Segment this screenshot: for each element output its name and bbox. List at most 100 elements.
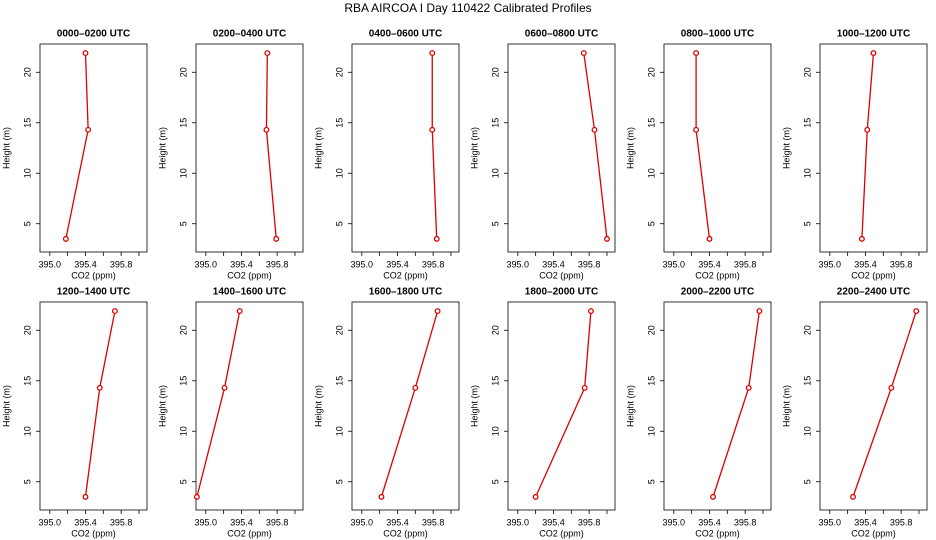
profile-point — [580, 50, 587, 57]
profile-line — [380, 310, 439, 498]
panel-title: 0800–1000 UTC — [681, 29, 754, 40]
x-tick-label: 395.4 — [542, 517, 565, 527]
x-tick-label: 395.0 — [507, 517, 530, 527]
panel-title: 2000–2200 UTC — [681, 287, 754, 298]
y-axis-label: Height (m) — [157, 127, 167, 169]
y-axis-label: Height (m) — [313, 385, 323, 427]
x-tick-label: 395.8 — [734, 517, 757, 527]
x-axis-label: CO2 (ppm) — [71, 528, 116, 538]
profile-point — [96, 384, 103, 391]
x-tick-label: 395.8 — [890, 517, 913, 527]
x-tick-label: 395.8 — [110, 259, 133, 269]
y-axis-label: Height (m) — [313, 127, 323, 169]
y-tick-label: 15 — [178, 376, 188, 386]
y-tick-label: 10 — [490, 426, 500, 436]
x-axis-label: CO2 (ppm) — [539, 270, 584, 280]
profile-line — [431, 53, 438, 239]
x-tick-label: 395.0 — [819, 259, 842, 269]
y-axis-label: Height (m) — [625, 385, 635, 427]
x-tick-label: 395.8 — [578, 517, 601, 527]
x-axis-label: CO2 (ppm) — [383, 270, 428, 280]
x-axis-label: CO2 (ppm) — [851, 528, 896, 538]
profile-point — [412, 384, 419, 391]
y-tick-label: 20 — [22, 67, 32, 77]
panel-title: 0600–0800 UTC — [525, 29, 598, 40]
y-tick-label: 15 — [334, 376, 344, 386]
y-tick-label: 10 — [802, 168, 812, 178]
profile-point — [693, 126, 700, 133]
y-axis-label: Height (m) — [781, 385, 791, 427]
y-tick-label: 10 — [334, 426, 344, 436]
y-tick-label: 5 — [646, 221, 656, 226]
profile-point — [756, 308, 763, 315]
x-tick-label: 395.8 — [890, 259, 913, 269]
y-axis-label: Height (m) — [1, 127, 11, 169]
y-tick-label: 20 — [178, 67, 188, 77]
y-tick-label: 20 — [646, 67, 656, 77]
y-tick-label: 15 — [178, 118, 188, 128]
y-tick-label: 20 — [334, 325, 344, 335]
y-axis-label: Height (m) — [469, 385, 479, 427]
x-axis-label: CO2 (ppm) — [227, 270, 272, 280]
panel-title: 1000–1200 UTC — [837, 29, 910, 40]
x-tick-label: 395.8 — [734, 259, 757, 269]
x-axis-label: CO2 (ppm) — [71, 270, 116, 280]
profile-point — [532, 493, 539, 500]
x-tick-label: 395.8 — [110, 517, 133, 527]
y-tick-label: 15 — [22, 376, 32, 386]
profile-point — [913, 308, 920, 315]
x-tick-label: 395.4 — [698, 517, 721, 527]
plot-frame — [663, 43, 772, 253]
plot-frame — [819, 43, 928, 253]
panel-title: 0200–0400 UTC — [213, 29, 286, 40]
page-title: RBA AIRCOA I Day 110422 Calibrated Profi… — [344, 1, 591, 15]
profile-point — [82, 50, 89, 57]
x-tick-label: 395.4 — [74, 259, 97, 269]
profile-point — [273, 235, 280, 242]
y-tick-label: 5 — [490, 221, 500, 226]
x-tick-label: 395.4 — [854, 517, 877, 527]
y-tick-label: 10 — [334, 168, 344, 178]
y-tick-label: 5 — [22, 479, 32, 484]
y-tick-label: 5 — [646, 479, 656, 484]
y-tick-label: 10 — [646, 168, 656, 178]
x-tick-label: 395.0 — [39, 259, 62, 269]
x-axis-label: CO2 (ppm) — [539, 528, 584, 538]
x-tick-label: 395.4 — [542, 259, 565, 269]
y-tick-label: 15 — [490, 118, 500, 128]
profile-point — [85, 126, 92, 133]
plot-frame — [507, 43, 616, 253]
y-tick-label: 5 — [334, 221, 344, 226]
profile-point — [710, 493, 716, 500]
x-tick-label: 395.8 — [266, 517, 289, 527]
profile-point — [433, 235, 440, 242]
x-tick-label: 395.0 — [351, 517, 374, 527]
profile-point — [263, 126, 270, 133]
x-tick-label: 395.4 — [230, 259, 253, 269]
plot-frame — [351, 301, 460, 511]
y-axis-label: Height (m) — [1, 385, 11, 427]
panel-title: 0000–0200 UTC — [57, 29, 130, 40]
profile-line — [535, 311, 592, 498]
y-tick-label: 10 — [178, 426, 188, 436]
profile-point — [429, 126, 436, 133]
y-axis-label: Height (m) — [469, 127, 479, 169]
y-tick-label: 10 — [22, 168, 32, 178]
y-tick-label: 20 — [490, 325, 500, 335]
x-tick-label: 395.4 — [386, 517, 409, 527]
profile-line — [65, 53, 89, 240]
x-tick-label: 395.4 — [230, 517, 253, 527]
y-tick-label: 20 — [334, 67, 344, 77]
x-tick-label: 395.8 — [422, 259, 445, 269]
profile-point — [693, 50, 700, 57]
y-tick-label: 15 — [22, 118, 32, 128]
profile-point — [888, 384, 895, 391]
profile-point — [82, 493, 89, 500]
profile-line — [712, 310, 761, 498]
y-tick-label: 15 — [646, 118, 656, 128]
plot-frame — [507, 301, 616, 511]
plot-frame — [39, 43, 148, 253]
profile-line — [852, 310, 917, 498]
x-axis-label: CO2 (ppm) — [695, 270, 740, 280]
